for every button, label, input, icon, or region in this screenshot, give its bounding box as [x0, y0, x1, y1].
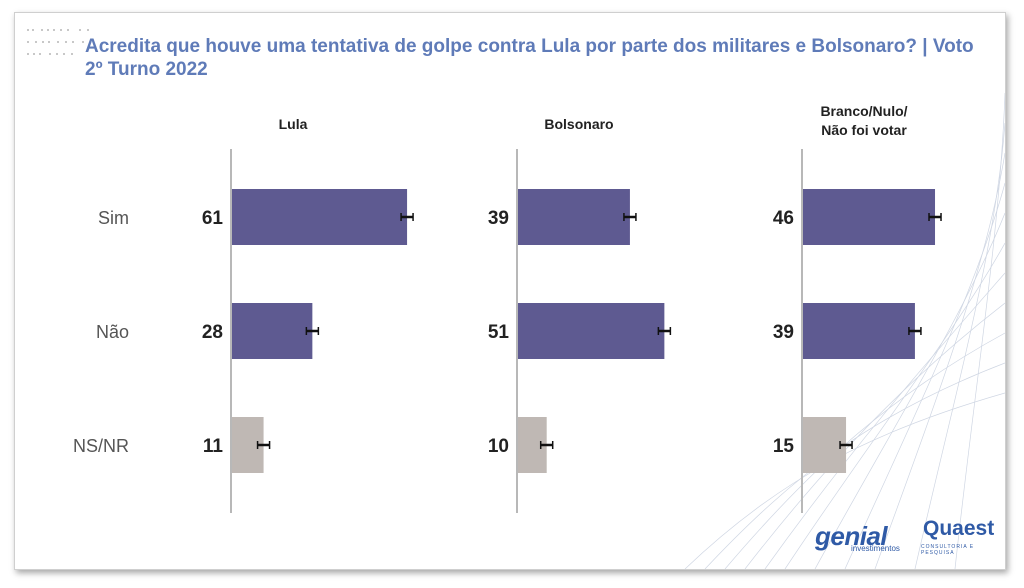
- bar: [803, 303, 915, 359]
- genial-logo-subtitle: investimentos: [851, 544, 900, 553]
- panel-title: Bolsonaro: [544, 116, 613, 132]
- data-label: 46: [773, 208, 794, 229]
- decorative-dots-icon: [27, 25, 97, 70]
- category-label: NS/NR: [73, 436, 129, 456]
- category-label: Não: [96, 322, 129, 342]
- bar: [518, 303, 665, 359]
- data-label: 15: [773, 436, 795, 457]
- bar: [803, 417, 847, 473]
- data-label: 39: [773, 322, 794, 343]
- genial-logo: genial: [815, 521, 888, 551]
- panel-title: Lula: [279, 116, 308, 132]
- panel-title: Não foi votar: [821, 122, 907, 138]
- bar: [232, 303, 313, 359]
- quaest-logo-subtitle: CONSULTORIA E PESQUISA: [921, 544, 975, 556]
- bar: [803, 189, 936, 245]
- bar: [232, 189, 408, 245]
- data-label: 39: [488, 208, 509, 229]
- bar-chart: Sim Não NS/NR Lula 61 28 11 Bolsonaro 39 51 10 Bran…: [73, 92, 1005, 569]
- slide-frame: Acredita que houve uma tentativa de golp…: [14, 12, 1006, 570]
- data-label: 61: [202, 208, 224, 229]
- bar: [518, 189, 630, 245]
- data-label: 51: [488, 322, 510, 343]
- panel-title: Branco/Nulo/: [820, 103, 907, 119]
- data-label: 28: [202, 322, 223, 343]
- chart-title: Acredita que houve uma tentativa de golp…: [85, 36, 974, 80]
- data-label: 11: [203, 436, 224, 457]
- category-label: Sim: [98, 208, 129, 228]
- quaest-logo: Quaest: [923, 517, 995, 540]
- data-label: 10: [488, 436, 509, 457]
